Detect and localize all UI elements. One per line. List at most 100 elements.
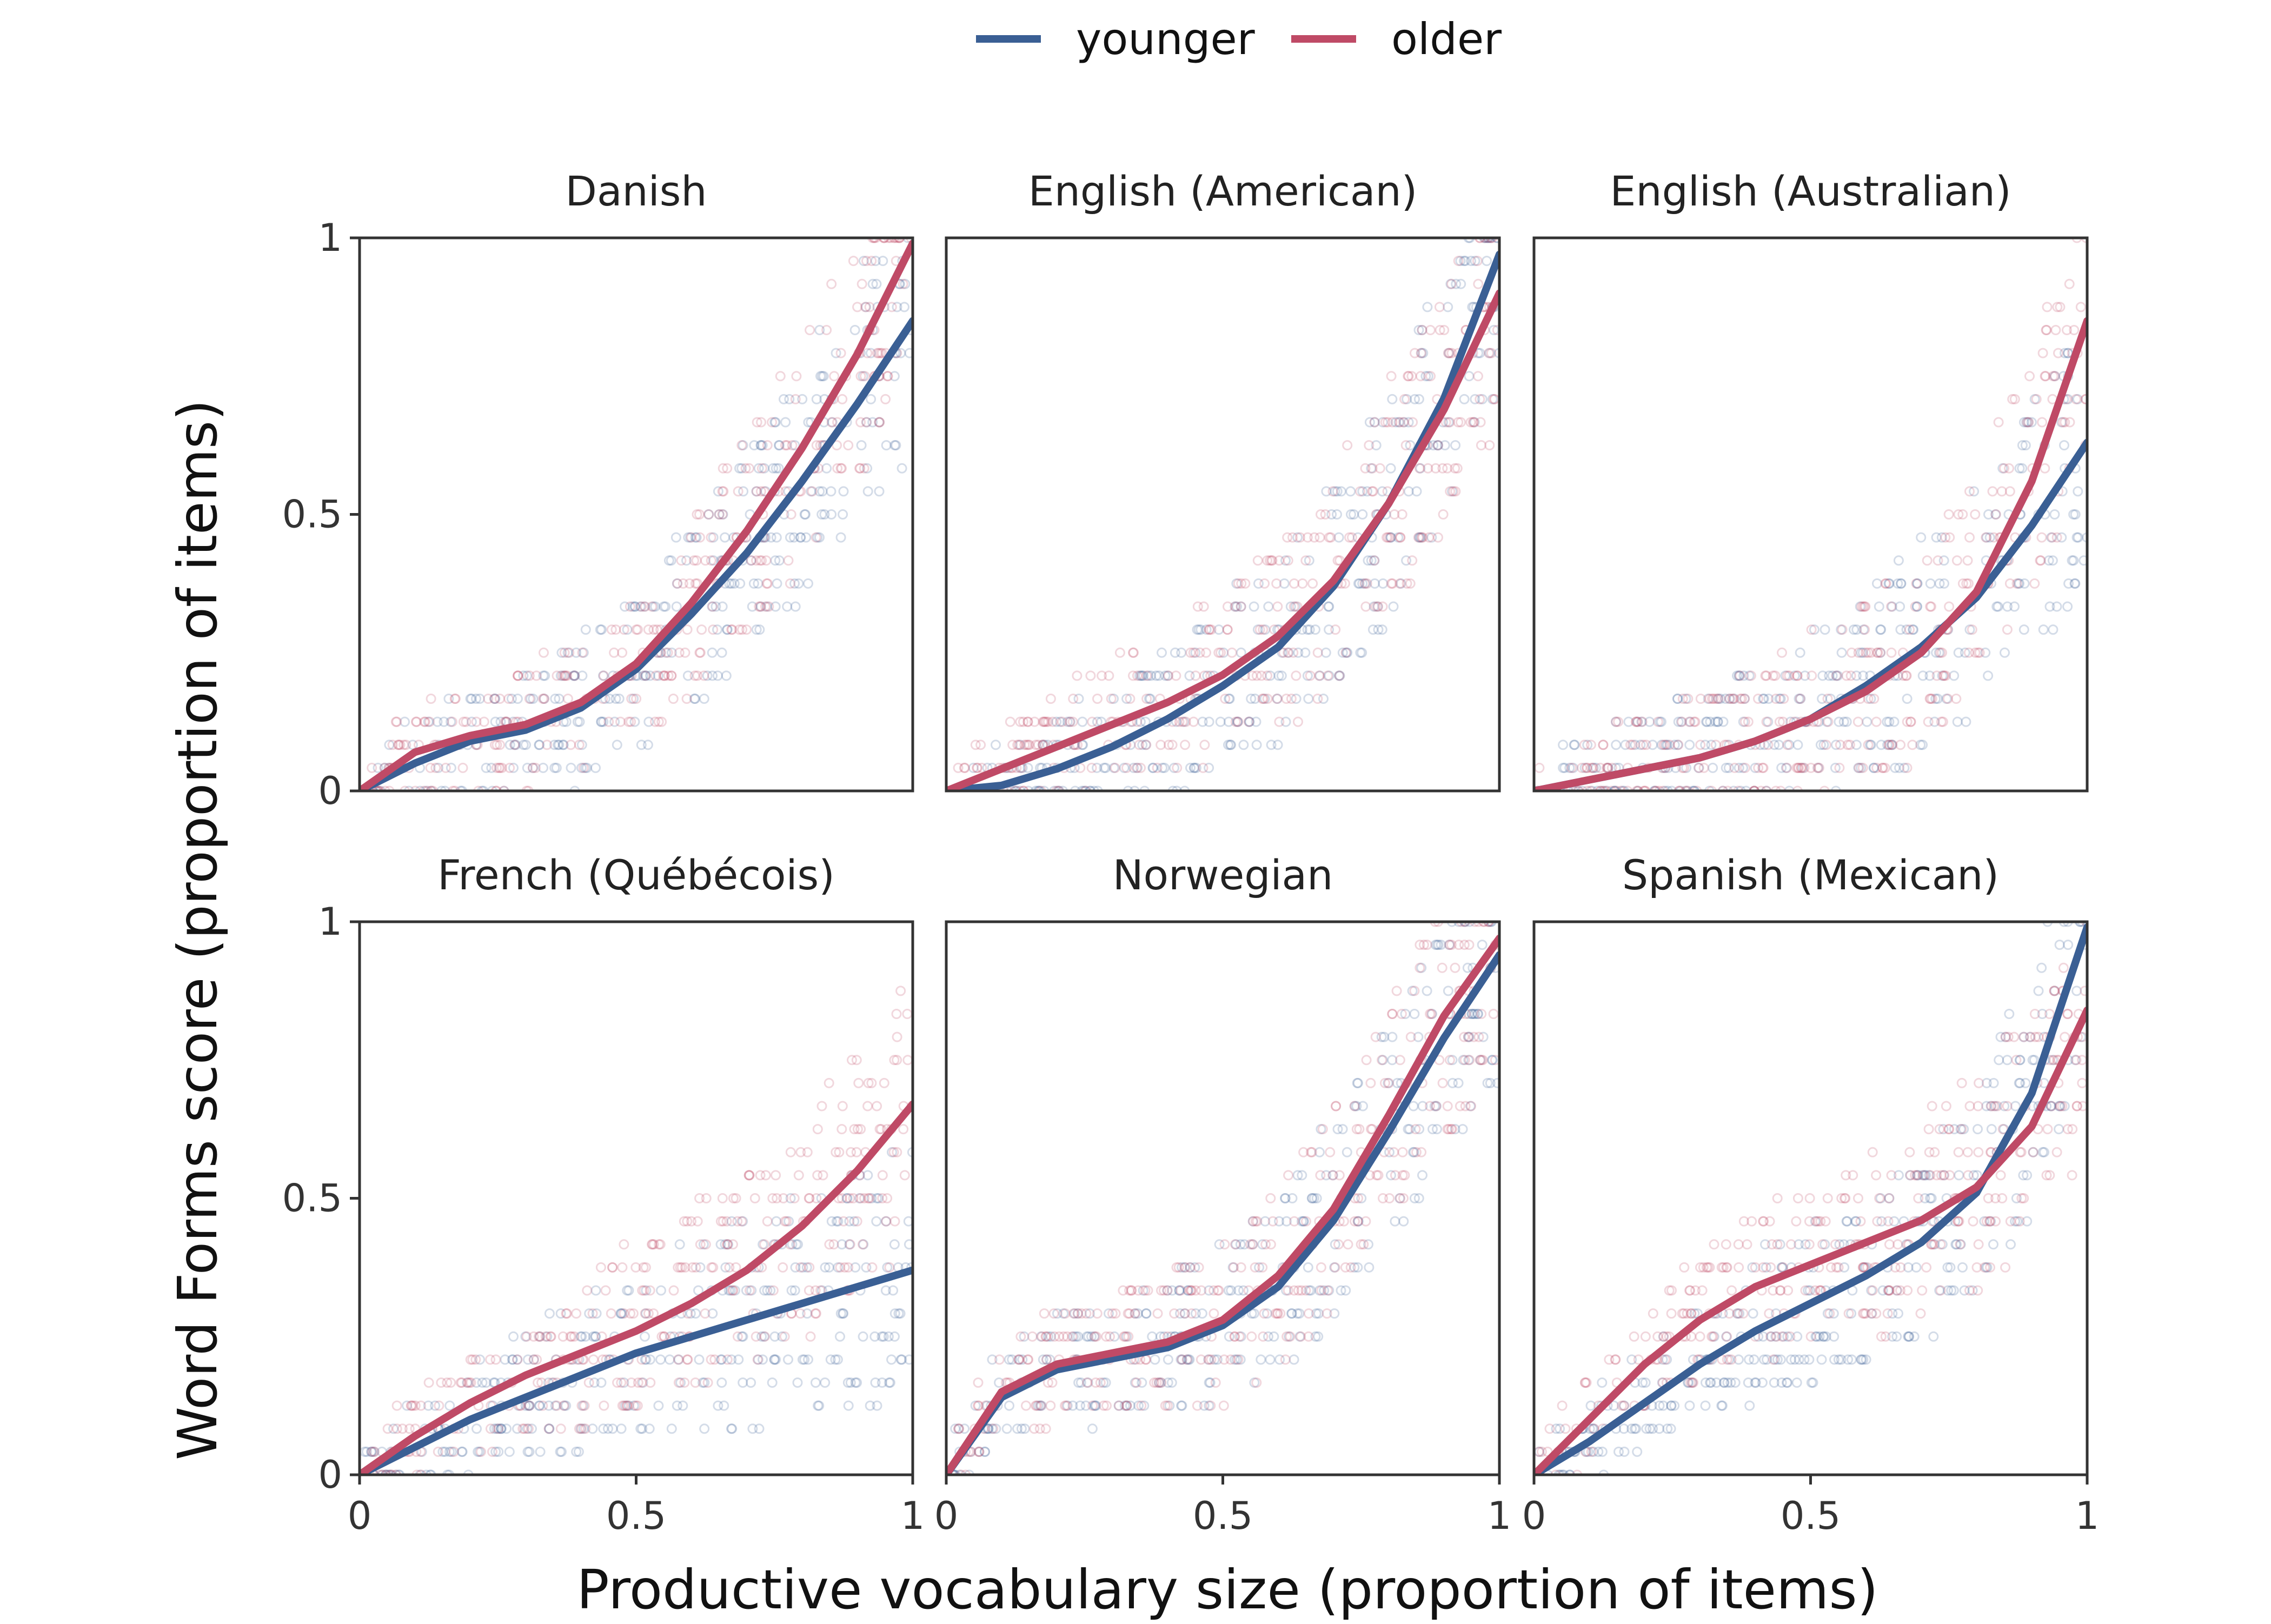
data-point-older [495, 740, 505, 750]
data-point-older [1884, 1285, 1895, 1296]
data-point-older [455, 1377, 466, 1388]
data-point-younger [1794, 1239, 1804, 1250]
data-point-older [718, 463, 728, 474]
data-point-younger [1551, 1423, 1562, 1434]
data-point-older [2009, 394, 2020, 404]
data-point-younger [1235, 1239, 1246, 1250]
data-point-older [485, 1423, 496, 1434]
data-point-older [1713, 694, 1724, 704]
data-point-younger [991, 740, 1001, 750]
data-point-younger [862, 486, 873, 497]
data-point-younger [476, 786, 487, 791]
data-point-younger [1858, 670, 1869, 681]
data-point-older [1749, 786, 1759, 791]
data-point-older [755, 555, 765, 566]
data-point-older [689, 670, 700, 681]
data-point-younger [622, 624, 633, 635]
data-point-older [656, 716, 667, 727]
data-point-older [457, 762, 468, 773]
data-point-older [973, 1400, 984, 1411]
data-point-older [666, 670, 677, 681]
data-point-older [762, 1216, 773, 1227]
data-point-younger [1167, 786, 1178, 791]
data-point-younger [835, 532, 846, 543]
data-point-younger [1781, 1377, 1792, 1388]
data-point-younger [1749, 1354, 1759, 1365]
data-point-older [1737, 694, 1747, 704]
data-point-younger [729, 578, 740, 589]
data-point-older [1354, 1124, 1365, 1135]
data-point-older [1811, 1216, 1822, 1227]
data-point-younger [1738, 670, 1749, 681]
data-point-older [1598, 786, 1609, 791]
data-point-younger [1378, 578, 1389, 589]
data-point-older [810, 1308, 821, 1319]
data-point-older [1027, 1331, 1038, 1342]
data-point-younger [2054, 1124, 2064, 1135]
data-point-older [672, 578, 683, 589]
data-point-younger [386, 1469, 396, 1475]
data-point-younger [1351, 1101, 1362, 1111]
data-point-older [1387, 1009, 1398, 1019]
data-point-older [1041, 1331, 1052, 1342]
data-point-younger [1176, 1354, 1186, 1365]
data-point-younger [1883, 1285, 1894, 1296]
data-point-younger [1839, 1262, 1850, 1273]
data-point-older [1216, 647, 1226, 658]
data-point-older [1940, 670, 1951, 681]
data-point-younger [507, 1354, 518, 1365]
data-point-younger [1799, 670, 1810, 681]
data-point-older [762, 578, 773, 589]
data-point-younger [2056, 417, 2067, 428]
data-point-younger [1197, 1308, 1207, 1319]
data-point-older [862, 348, 873, 358]
data-point-younger [1959, 1285, 1970, 1296]
data-point-younger [1662, 740, 1673, 750]
data-point-younger [1457, 1124, 1468, 1135]
data-point-older [1877, 762, 1888, 773]
data-point-younger [2028, 1147, 2038, 1157]
data-point-younger [1453, 1077, 1464, 1088]
data-point-younger [1073, 1331, 1084, 1342]
data-point-younger [1912, 1170, 1923, 1181]
data-point-younger [786, 1285, 797, 1296]
data-point-younger [714, 509, 725, 520]
data-point-older [1124, 1285, 1135, 1296]
data-point-younger [581, 762, 592, 773]
data-point-older [1483, 238, 1493, 243]
data-point-older [1758, 1216, 1769, 1227]
data-point-older [2046, 1101, 2057, 1111]
data-point-older [1871, 1170, 1882, 1181]
data-point-younger [850, 1377, 861, 1388]
data-point-younger [1701, 716, 1711, 727]
data-point-older [1133, 1285, 1144, 1296]
data-point-younger [1829, 1354, 1840, 1365]
data-point-younger [1847, 1354, 1857, 1365]
data-point-younger [1169, 762, 1179, 773]
data-point-older [2003, 1031, 2014, 1042]
data-point-younger [439, 716, 449, 727]
data-point-younger [1610, 786, 1621, 791]
data-point-older [530, 762, 541, 773]
data-point-younger [555, 1308, 566, 1319]
data-point-younger [707, 1308, 718, 1319]
data-point-older [1453, 417, 1464, 428]
data-point-younger [779, 394, 789, 404]
data-point-younger [1062, 1400, 1073, 1411]
data-point-younger [557, 740, 568, 750]
data-point-older [1118, 1285, 1128, 1296]
data-point-older [678, 578, 688, 589]
data-point-older [1371, 1170, 1382, 1181]
data-point-younger [1858, 1354, 1869, 1365]
data-point-younger [1015, 786, 1026, 791]
data-point-younger [773, 463, 784, 474]
data-point-older [1996, 486, 2007, 497]
data-point-older [1015, 716, 1026, 727]
data-point-younger [2033, 986, 2044, 996]
data-point-older [1258, 1331, 1269, 1342]
data-point-older [1453, 940, 1464, 950]
data-point-older [1566, 762, 1577, 773]
data-point-younger [2068, 555, 2079, 566]
data-point-younger [1068, 1331, 1079, 1342]
data-point-older [718, 1216, 728, 1227]
